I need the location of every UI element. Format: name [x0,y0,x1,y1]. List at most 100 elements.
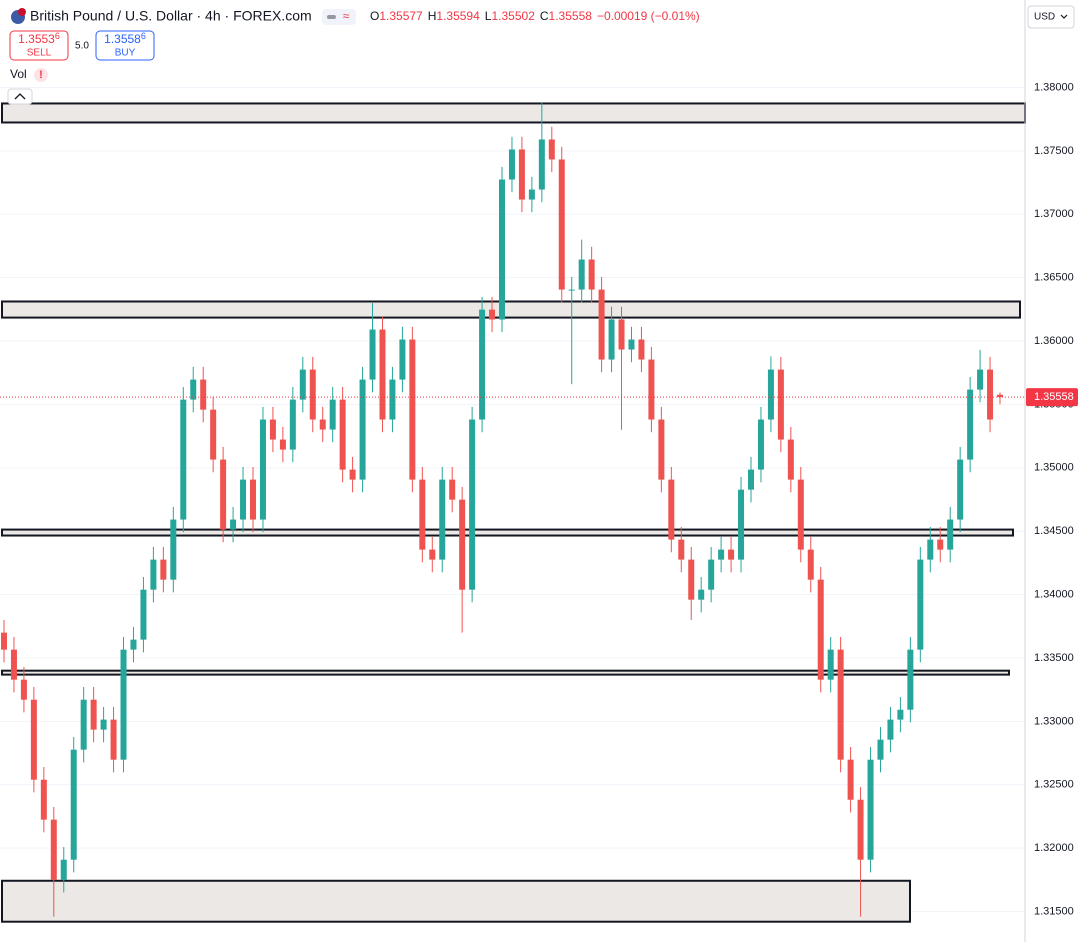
sell-price: 1.35536 [18,31,60,46]
candle-body [638,339,645,360]
collapse-button[interactable] [7,88,33,105]
candle-body [130,639,137,650]
candle-body [518,149,525,200]
zone [1,879,911,923]
candle-body [857,799,864,860]
grid [0,86,1025,913]
buy-label: BUY [115,48,136,59]
candle-body [120,649,127,760]
candle-body [70,749,77,860]
candle-body [777,369,784,440]
candle-body [718,549,725,560]
candle-body [190,379,197,400]
candle-body [977,369,984,390]
warning-icon[interactable] [34,68,48,82]
buy-button[interactable] [95,30,155,61]
last-price-label: 1.35558 [1034,391,1074,403]
collapse-icon [14,93,26,100]
candle-body [60,859,67,880]
candle-body [220,459,227,530]
y-tick-label: 1.33000 [1034,715,1074,727]
candle-body [439,479,446,560]
status-pill[interactable] [322,9,356,25]
candle-body [349,469,356,480]
y-tick-label: 1.31500 [1034,905,1074,917]
candle-body [927,539,934,560]
candle-body [957,459,964,520]
candle-body [449,479,456,500]
candle-body [499,179,505,320]
price-axis: 1.31500 1.32000 1.32500 1.33000 1.33500 1.340… [1024,0,1078,942]
candle-body [708,559,715,590]
candle-body [917,559,924,650]
sell-price-pip: 6 [55,31,60,41]
candle-body [80,699,87,750]
candle-body [319,419,326,430]
candle-body [160,559,167,580]
candle-body [937,539,944,550]
readout-label: O [370,9,379,23]
y-tick-label: 1.37500 [1034,145,1074,157]
status-icon: ≈ [343,9,350,23]
readout-label: L [485,9,492,23]
candle-body [847,759,854,800]
candle-body [748,469,754,490]
symbol-title: British Pound / U.S. Dollar · 4h · FOREX… [30,8,312,24]
candle-body [688,559,695,600]
candle-body [140,589,147,640]
candle-body [568,289,575,291]
zone [1,102,1026,124]
y-tick-label: 1.36000 [1034,335,1074,347]
candle-body [210,409,217,460]
volume-label: Vol [10,67,27,81]
candle-body [1,632,7,650]
candle-body [339,399,346,470]
candle-body [489,309,496,320]
candle-body [877,739,884,760]
candle-body [698,589,705,600]
candle-body [967,389,974,460]
candle-body [269,419,276,440]
candle-body [30,699,37,780]
candle-body [508,149,515,180]
candle-body [947,519,954,550]
candle-body [598,289,605,360]
candle-body [299,369,306,400]
currency-button[interactable] [1027,5,1075,29]
candle-body [329,399,336,430]
candle-body [827,649,834,680]
y-tick-label: 1.35000 [1034,462,1074,474]
candle-body [389,379,396,420]
buy-price-main: 1.3558 [104,32,141,46]
candle-body [548,139,555,160]
header: British Pound / U.S. Dollar · 4h · FOREX… [7,5,1075,105]
candle-body [558,159,565,290]
candle-body [309,369,316,420]
candle-body [379,329,386,420]
readout-value: 1.35502 [491,9,535,23]
candle-body [100,719,107,730]
candle-body [897,709,904,720]
sell-price-main: 1.3553 [18,32,55,46]
candle-body [738,489,745,560]
y-tick-label: 1.32500 [1034,779,1074,791]
readout-change: −0.00019 (−0.01%) [597,9,700,23]
candle-body [668,479,675,540]
candle-body [469,419,476,590]
zone [1,300,1021,319]
currency-chevron [1060,14,1068,19]
y-tick-label: 1.34000 [1034,589,1074,601]
candle-body [10,649,17,680]
candles [0,102,1025,917]
sell-button[interactable] [9,30,69,61]
candle-body [399,339,406,380]
candle-body [50,819,57,880]
flag-icon [18,8,26,16]
candle-body [289,399,296,450]
candle-body [170,519,177,580]
readout-value: 1.35594 [436,9,480,23]
candle-body [528,189,535,200]
candle-body [618,319,625,350]
candle-body [658,419,665,480]
